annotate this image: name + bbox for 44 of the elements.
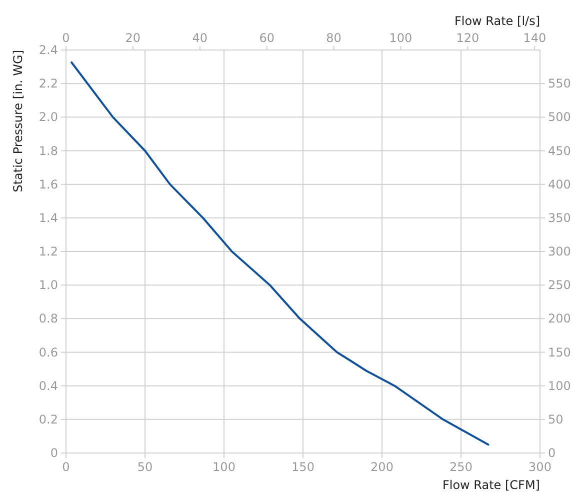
x-tick-label: 50 — [137, 460, 153, 474]
y2-tick-label: 200 — [548, 312, 571, 326]
y2-tick-label: 300 — [548, 244, 571, 258]
x-tick-label: 150 — [292, 460, 314, 474]
x2-tick-label: 0 — [62, 31, 70, 45]
x-tick-label: 250 — [450, 460, 472, 474]
x-tick-label: 100 — [212, 460, 236, 474]
x2-tick-label: 100 — [389, 31, 412, 45]
x-tick-label: 0 — [62, 460, 70, 474]
y-tick-label: 0.8 — [38, 312, 58, 326]
y-tick-label: 1.2 — [38, 244, 58, 258]
y2-tick-label: 450 — [548, 144, 571, 158]
y-tick-label: 0 — [50, 446, 58, 460]
y-tick-label: 2.4 — [38, 43, 58, 57]
y2-tick-label: 0 — [548, 446, 556, 460]
y2-tick-label: 400 — [548, 177, 571, 192]
y-tick-label: 1.4 — [38, 210, 58, 225]
line-series — [70, 60, 490, 446]
x2-axis-title: Flow Rate [l/s] — [454, 14, 540, 28]
y2-tick-label: 50 — [548, 412, 564, 426]
y-axis-title: Static Pressure [in. WG] — [11, 50, 25, 192]
y-tick-label: 2.0 — [38, 110, 58, 124]
y2-tick-label: 100 — [548, 378, 571, 393]
y-tick-label: 1.8 — [38, 144, 58, 158]
y2-tick-label: 350 — [548, 210, 571, 225]
x-tick-label: 200 — [370, 460, 394, 474]
y2-tick-label: 250 — [548, 278, 571, 292]
y2-tick-label: 150 — [548, 345, 571, 360]
x-axis-title: Flow Rate [CFM] — [442, 478, 540, 492]
x2-tick-label: 80 — [326, 31, 342, 45]
x-tick-label: 300 — [528, 460, 552, 474]
y-tick-label: 2.2 — [38, 76, 58, 91]
y-tick-label: 0.2 — [38, 412, 58, 426]
y-tick-label: 0.6 — [38, 345, 58, 360]
x2-tick-label: 120 — [456, 31, 480, 45]
y-tick-label: 0.4 — [38, 378, 58, 393]
x2-tick-label: 60 — [259, 31, 274, 45]
x2-tick-label: 40 — [192, 31, 208, 45]
y-tick-label: 1.0 — [38, 278, 58, 292]
y2-tick-label: 500 — [548, 110, 571, 124]
y-tick-label: 1.6 — [38, 177, 58, 192]
x2-tick-label: 140 — [523, 31, 546, 45]
y2-tick-label: 550 — [548, 76, 571, 91]
x2-tick-label: 20 — [125, 31, 141, 45]
